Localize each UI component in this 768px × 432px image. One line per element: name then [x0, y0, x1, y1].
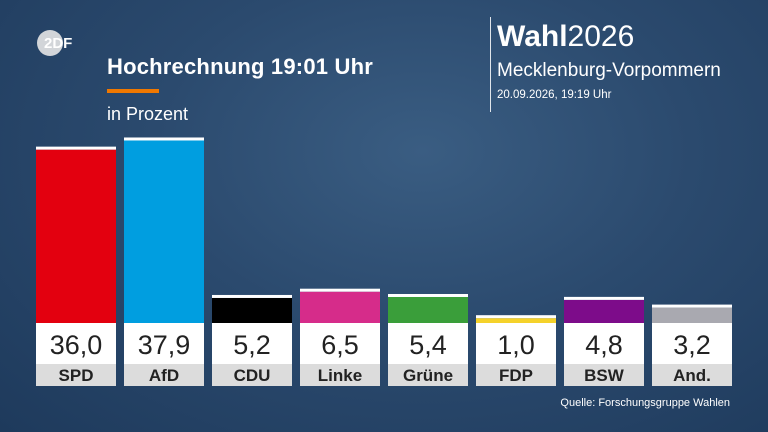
bar-cap-bsw: [564, 296, 644, 300]
brand-title: Wahl2026: [497, 19, 634, 55]
zdf-logo-mark: 2DF: [37, 30, 72, 56]
chart-title: Hochrechnung 19:01 Uhr: [107, 54, 374, 79]
logo-text: 2DF: [44, 35, 72, 52]
value-label-and: 3,2: [673, 330, 711, 360]
bar-cap-spd: [36, 146, 116, 150]
category-label-fdp: FDP: [499, 366, 533, 385]
bar-cap-cdu: [212, 294, 292, 298]
category-label-spd: SPD: [59, 366, 94, 385]
value-box-afd: [124, 323, 204, 364]
bar-cap-fdp: [476, 315, 556, 319]
category-label-grne: Grüne: [403, 366, 453, 385]
bar-and: [652, 307, 732, 323]
accent-line: [107, 89, 159, 93]
category-label-linke: Linke: [318, 366, 362, 385]
category-box-spd: [36, 364, 116, 386]
bar-fdp: [476, 318, 556, 323]
source-credit: Quelle: Forschungsgruppe Wahlen: [560, 397, 730, 409]
value-label-grne: 5,4: [409, 330, 447, 360]
bar-spd: [36, 149, 116, 323]
bar-linke: [300, 291, 380, 323]
value-box-spd: [36, 323, 116, 364]
category-box-bsw: [564, 364, 644, 386]
bar-cap-linke: [300, 288, 380, 292]
category-label-afd: AfD: [149, 366, 179, 385]
bar-cdu: [212, 297, 292, 323]
value-box-grne: [388, 323, 468, 364]
bar-cap-grne: [388, 293, 468, 297]
category-box-grne: [388, 364, 468, 386]
category-box-cdu: [212, 364, 292, 386]
bar-cap-and: [652, 304, 732, 308]
value-label-cdu: 5,2: [233, 330, 271, 360]
value-label-bsw: 4,8: [585, 330, 623, 360]
category-box-linke: [300, 364, 380, 386]
brand-wahl: Wahl: [497, 20, 568, 53]
category-box-fdp: [476, 364, 556, 386]
category-label-and: And.: [673, 366, 711, 385]
header-divider: [490, 17, 491, 112]
category-box-afd: [124, 364, 204, 386]
category-label-bsw: BSW: [584, 366, 625, 385]
timestamp: 20.09.2026, 19:19 Uhr: [497, 89, 612, 101]
chart-unit: in Prozent: [107, 104, 189, 124]
bar-cap-afd: [124, 137, 204, 141]
brand-year: 2026: [567, 20, 635, 53]
bar-afd: [124, 140, 204, 323]
value-label-linke: 6,5: [321, 330, 359, 360]
value-label-fdp: 1,0: [497, 330, 535, 360]
value-label-spd: 36,0: [50, 330, 103, 360]
bar-grne: [388, 296, 468, 323]
category-label-cdu: CDU: [234, 366, 271, 385]
region-name: Mecklenburg-Vorpommern: [497, 60, 721, 81]
bar-bsw: [564, 299, 644, 323]
value-box-bsw: [564, 323, 644, 364]
value-box-cdu: [212, 323, 292, 364]
zdf-logo: 2DF: [36, 29, 90, 57]
value-box-fdp: [476, 323, 556, 364]
value-box-linke: [300, 323, 380, 364]
value-label-afd: 37,9: [138, 330, 191, 360]
value-box-and: [652, 323, 732, 364]
category-box-and: [652, 364, 732, 386]
